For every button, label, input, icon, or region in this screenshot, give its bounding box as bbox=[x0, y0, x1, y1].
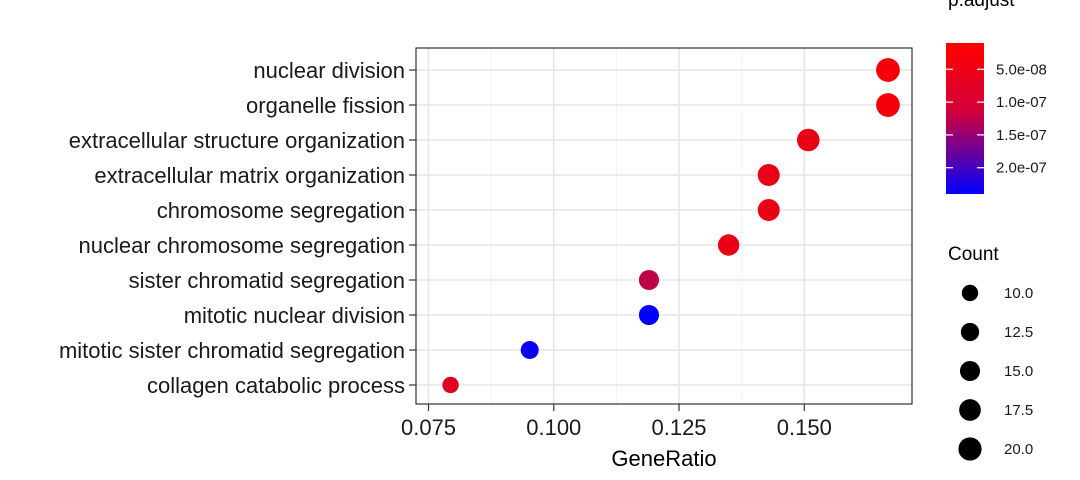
size-legend-dot bbox=[960, 322, 980, 342]
size-legend-label: 10.0 bbox=[1004, 285, 1033, 302]
data-point bbox=[876, 93, 900, 117]
color-legend-label: 5.0e-08 bbox=[996, 61, 1047, 78]
plot-area: nuclear division organelle fission extrace… bbox=[59, 47, 913, 440]
data-point bbox=[520, 341, 539, 359]
y-category-label: nuclear chromosome segregation bbox=[78, 233, 405, 258]
data-point bbox=[638, 269, 660, 291]
size-legend-dot bbox=[958, 437, 982, 461]
y-category-label: extracellular matrix organization bbox=[94, 163, 405, 188]
x-tick-label: 0.125 bbox=[651, 415, 706, 440]
color-legend-title: p.adjust bbox=[948, 0, 1015, 11]
y-category-label: organelle fission bbox=[246, 93, 405, 118]
y-category-label: nuclear division bbox=[253, 58, 405, 83]
size-legend-dot bbox=[959, 360, 981, 382]
data-point bbox=[876, 58, 900, 82]
x-tick-label: 0.075 bbox=[401, 415, 456, 440]
size-legend-dot bbox=[961, 284, 979, 302]
size-legend-label: 12.5 bbox=[1004, 324, 1033, 341]
data-point bbox=[638, 304, 660, 326]
legend-area: p.adjust 5.0e-08 1.0e-07 1.5e-07 2.0e-07 Coun… bbox=[946, 0, 1047, 461]
size-legend-label: 17.5 bbox=[1004, 402, 1033, 419]
size-legend-title: Count bbox=[948, 244, 999, 265]
size-legend-label: 20.0 bbox=[1004, 441, 1033, 458]
data-point bbox=[717, 234, 740, 256]
x-tick-label: 0.100 bbox=[526, 415, 581, 440]
x-tick-label: 0.150 bbox=[777, 415, 832, 440]
size-legend-label: 15.0 bbox=[1004, 363, 1033, 380]
data-point bbox=[442, 376, 459, 394]
data-point bbox=[757, 163, 780, 187]
color-legend-label: 1.5e-07 bbox=[996, 127, 1047, 144]
color-legend-bar bbox=[946, 43, 984, 194]
data-point bbox=[796, 128, 820, 152]
data-point bbox=[757, 198, 780, 222]
y-category-label: mitotic sister chromatid segregation bbox=[59, 338, 405, 363]
y-category-label: extracellular structure organization bbox=[69, 128, 405, 153]
size-legend-dot bbox=[959, 399, 981, 421]
y-category-label: sister chromatid segregation bbox=[129, 268, 405, 293]
color-legend-label: 1.0e-07 bbox=[996, 94, 1047, 111]
panel-border bbox=[415, 47, 913, 405]
y-category-label: collagen catabolic process bbox=[147, 373, 405, 398]
y-category-label: mitotic nuclear division bbox=[184, 303, 405, 328]
color-legend-label: 2.0e-07 bbox=[996, 160, 1047, 177]
x-axis-title: GeneRatio bbox=[611, 446, 716, 471]
y-category-label: chromosome segregation bbox=[157, 198, 405, 223]
